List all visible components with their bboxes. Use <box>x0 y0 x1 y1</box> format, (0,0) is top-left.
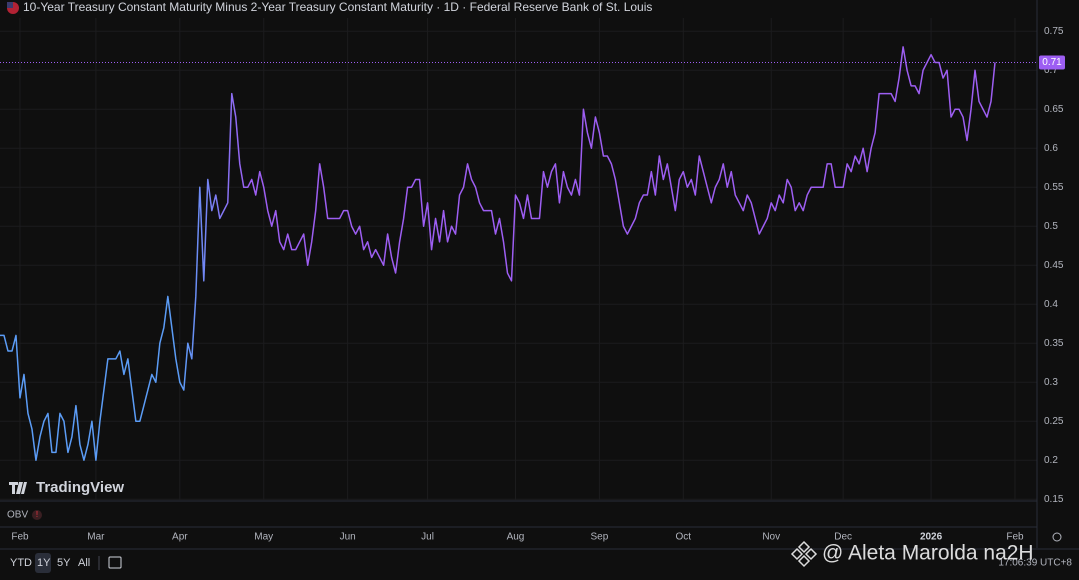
x-tick-label: Mar <box>87 532 105 543</box>
range-highlight <box>35 553 51 573</box>
y-tick-label: 0.4 <box>1044 299 1058 310</box>
series: 0.71 <box>0 46 1065 461</box>
y-tick-label: 0.7 <box>1044 65 1058 76</box>
grid <box>0 18 1037 500</box>
range-button[interactable]: YTD <box>10 557 32 569</box>
time-axis: 0.15 0.2 0.25 0.3 0.35 0.4 0.45 0.5 0.55 0.6 0.65 0… <box>11 26 1064 543</box>
flag-icon <box>7 2 13 8</box>
x-tick-label: Nov <box>762 532 780 543</box>
y-tick-label: 0.2 <box>1044 455 1058 466</box>
last-value-label: 0.71 <box>1042 57 1062 68</box>
y-tick-label: 0.6 <box>1044 143 1058 154</box>
brand-logo <box>9 482 27 494</box>
y-tick-label: 0.75 <box>1044 26 1064 37</box>
indicator-warning-mark: ! <box>36 510 38 519</box>
x-tick-label: 2026 <box>920 532 943 543</box>
x-tick-label: Dec <box>834 532 852 543</box>
y-tick-label: 0.65 <box>1044 104 1064 115</box>
indicator-label: OBV <box>7 510 28 521</box>
indicator-warning <box>32 510 42 520</box>
x-tick-label: Jun <box>340 532 356 543</box>
y-tick-label: 0.25 <box>1044 416 1064 427</box>
watermark: @ Aleta Marolda na2H <box>790 540 1034 568</box>
date-range-icon[interactable] <box>108 556 122 569</box>
brand: TradingView <box>36 479 124 496</box>
y-tick-label: 0.35 <box>1044 338 1064 349</box>
x-tick-label: Feb <box>11 532 29 543</box>
watermark-logo <box>790 540 818 568</box>
range-button[interactable]: 1Y <box>37 557 51 569</box>
clock: 17:06:39 UTC+8 <box>998 558 1072 569</box>
settings-icon[interactable] <box>1052 532 1062 542</box>
x-tick-label: Sep <box>591 532 609 543</box>
x-tick-label: Apr <box>172 532 188 543</box>
line <box>0 46 996 461</box>
y-tick-label: 0.15 <box>1044 494 1064 505</box>
watermark-text: @ Aleta Marolda na2H <box>822 542 1034 565</box>
y-tick-label: 0.45 <box>1044 260 1064 271</box>
chart-title: 10-Year Treasury Constant Maturity Minus… <box>23 0 652 14</box>
x-tick-label: Feb <box>1006 532 1024 543</box>
range-button[interactable]: 5Y <box>57 557 71 569</box>
last-value-badge <box>1039 55 1065 70</box>
x-tick-label: Aug <box>507 532 525 543</box>
y-tick-label: 0.3 <box>1044 377 1058 388</box>
x-tick-label: Jul <box>421 532 434 543</box>
x-tick-label: Oct <box>676 532 692 543</box>
x-tick-label: May <box>254 532 273 543</box>
y-tick-label: 0.5 <box>1044 221 1058 232</box>
y-tick-label: 0.55 <box>1044 182 1064 193</box>
range-button[interactable]: All <box>78 557 90 569</box>
